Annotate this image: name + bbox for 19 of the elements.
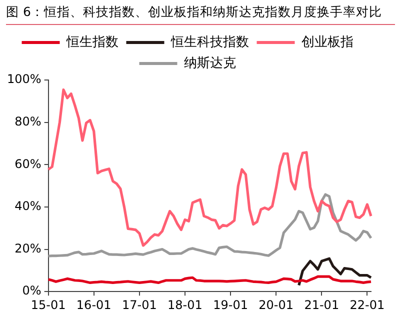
x-tick-label: 16-01 — [76, 298, 112, 312]
y-tick-label: 40% — [14, 199, 42, 214]
x-tick-label: 18-01 — [168, 298, 202, 312]
x-tick-label: 21-01 — [304, 298, 340, 312]
x-tick-label: 22-01 — [350, 298, 385, 312]
y-tick-label: 60% — [14, 156, 42, 171]
y-tick-label: 80% — [14, 114, 42, 128]
x-tick-label: 20-01 — [258, 298, 294, 312]
legend-label: 恒生指数 — [65, 34, 118, 50]
y-tick-label: 100% — [6, 72, 42, 86]
x-tick-label: 15-01 — [30, 298, 66, 312]
chart-title: 图 6：恒指、科技指数、创业板指和纳斯达克指数月度换手率对比 — [6, 4, 395, 25]
x-tick-label: 19-01 — [213, 298, 248, 312]
y-tick-label: 20% — [14, 241, 42, 256]
x-tick-label: 17-01 — [122, 298, 157, 312]
legend-label: 纳斯达克 — [184, 56, 236, 71]
y-tick-label: 0% — [22, 284, 42, 298]
legend-label: 创业板指 — [301, 34, 354, 50]
legend-label: 恒生科技指数 — [170, 34, 249, 50]
